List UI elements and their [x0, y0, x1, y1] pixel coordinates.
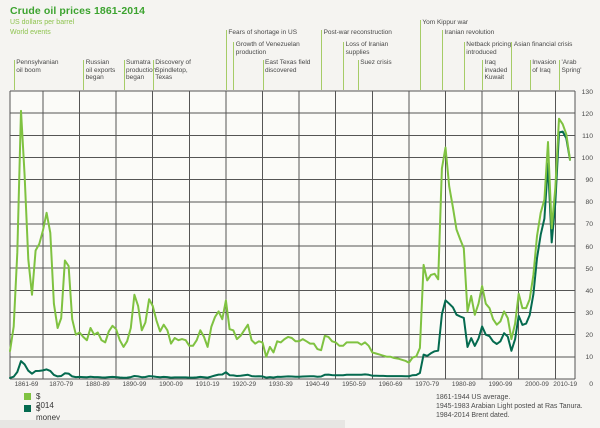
- event-tick-line: [13, 60, 15, 90]
- event-label: Iranian revolution: [444, 29, 495, 36]
- y-axis-label: 20: [585, 332, 593, 340]
- event-label: Yom Kippur war: [422, 19, 469, 26]
- y-axis-label: 0: [589, 381, 593, 388]
- event-label: Russian oil exports began: [85, 59, 116, 82]
- event-label: Invasion of Iraq: [532, 59, 557, 74]
- event-tick-line: [262, 60, 264, 90]
- x-axis-label: 1900-09: [159, 381, 183, 388]
- event-tick-line: [463, 42, 465, 90]
- x-axis-label: 1890-99: [122, 381, 147, 388]
- x-axis-label: 1920-29: [232, 381, 257, 388]
- y-axis-label: 40: [585, 287, 593, 295]
- event-tick-line: [357, 60, 359, 90]
- event-tick-line: [321, 30, 323, 90]
- event-label: East Texas field discovered: [265, 59, 311, 74]
- x-axis-label: 2010-19: [553, 381, 578, 388]
- page-title: Crude oil prices 1861-2014: [10, 5, 146, 17]
- legend-swatch: [24, 405, 31, 412]
- x-axis-label: 1960-69: [378, 381, 403, 388]
- y-axis-label: 70: [585, 221, 593, 229]
- y-axis-label: 80: [585, 199, 593, 207]
- x-axis-label: 1940-49: [305, 381, 330, 388]
- legend-swatch: [24, 393, 31, 400]
- bottom-gray-strip: [0, 420, 345, 428]
- series-line-2014: [9, 109, 571, 364]
- event-tick-line: [559, 60, 560, 90]
- x-axis-label: 1980-89: [451, 381, 476, 388]
- x-axis-label: 1880-89: [85, 381, 110, 388]
- event-label: Sumatra production began: [126, 59, 157, 82]
- source-note-line: 1984-2014 Brent dated.: [436, 412, 510, 420]
- y-axis-label: 10: [585, 354, 593, 362]
- y-axis-label: 130: [581, 88, 593, 96]
- y-axis-label: 50: [585, 265, 593, 273]
- event-label: Asian financial crisis: [513, 41, 573, 48]
- x-axis-label: 2000-09: [525, 381, 549, 388]
- y-axis-label: 120: [581, 110, 593, 118]
- x-axis-label: 1930-39: [268, 381, 293, 388]
- x-axis-label: 1861-69: [14, 381, 39, 388]
- source-notes: 1861-1944 US average. 1945-1983 Arabian L…: [436, 393, 583, 421]
- event-label: Post-war reconstruction: [323, 29, 392, 36]
- event-tick-line: [529, 60, 531, 90]
- event-tick-line: [152, 60, 154, 90]
- event-label: Pennsylvanian oil boom: [16, 59, 59, 74]
- y-axis-label: 30: [585, 310, 593, 317]
- event-label: 'Arab Spring': [561, 59, 582, 74]
- event-label: Fears of shortage in US: [228, 29, 298, 36]
- x-axis-label: 1910-19: [195, 381, 220, 388]
- event-tick-line: [511, 42, 513, 90]
- event-label: Suez crisis: [360, 59, 392, 66]
- source-note-line: 1861-1944 US average.: [436, 394, 511, 401]
- event-tick-line: [419, 20, 421, 90]
- event-tick-line: [83, 60, 85, 90]
- series-line-money-of-day: [9, 130, 571, 379]
- event-tick-line: [441, 30, 443, 90]
- legend-label: $ 2014: [36, 392, 54, 410]
- event-tick-line: [123, 60, 125, 90]
- x-axis-label: 1990-99: [488, 381, 513, 388]
- chart-subtitle: US dollars per barrel: [10, 19, 75, 26]
- event-label: Iraq invaded Kuwait: [484, 59, 508, 82]
- event-label: Discovery of Spindletop, Texas: [155, 59, 191, 82]
- source-note-line: 1945-1983 Arabian Light posted at Ras Ta…: [436, 403, 583, 411]
- y-axis-label: 100: [581, 155, 593, 162]
- event-label: Loss of Iranian supplies: [345, 41, 389, 56]
- event-label: Netback pricing introduced: [466, 41, 512, 56]
- event-tick-line: [343, 42, 345, 90]
- x-axis-label: 1950-59: [342, 381, 366, 388]
- x-axis-label: 1970-79: [415, 381, 440, 388]
- y-axis-label: 110: [582, 132, 593, 140]
- event-label: Growth of Venezuelan production: [235, 41, 300, 56]
- x-axis-label: 1870-79: [49, 381, 74, 388]
- y-axis-label: 60: [585, 243, 593, 251]
- world-events-label: World events: [10, 29, 51, 36]
- event-tick-line: [482, 60, 484, 90]
- y-axis-label: 90: [585, 177, 593, 185]
- event-tick-line: [225, 30, 227, 90]
- event-tick-line: [233, 42, 235, 90]
